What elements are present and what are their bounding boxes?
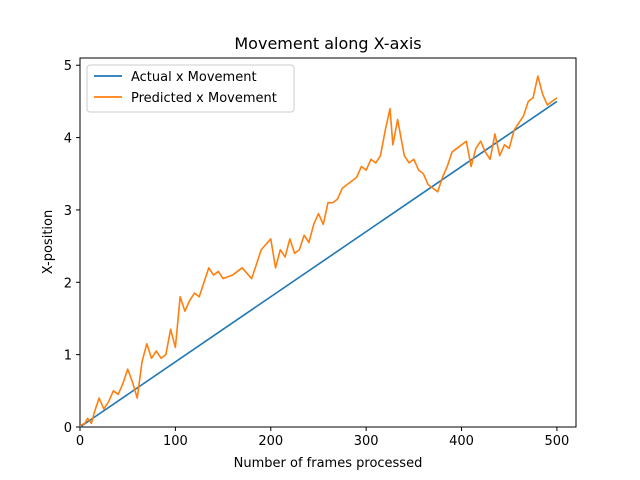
legend-label-predicted: Predicted x Movement bbox=[131, 91, 277, 106]
y-tick-label-1: 1 bbox=[64, 349, 72, 364]
chart-title: Movement along X-axis bbox=[234, 34, 421, 53]
series-line-predicted bbox=[79, 75, 558, 427]
x-tick-label-0: 0 bbox=[76, 434, 84, 449]
plot-frame bbox=[79, 57, 577, 428]
x-tick-label-5: 500 bbox=[545, 434, 570, 449]
legend-label-actual: Actual x Movement bbox=[131, 70, 257, 85]
x-tick-label-3: 300 bbox=[354, 434, 379, 449]
legend-box bbox=[86, 64, 295, 113]
y-tick-label-0: 0 bbox=[64, 421, 72, 436]
series-line-actual bbox=[79, 100, 558, 428]
y-tick-label-4: 4 bbox=[64, 132, 72, 147]
series-layer bbox=[79, 75, 558, 428]
ticks-layer: 0 100 200 300 400 500 0 1 2 3 4 5 bbox=[64, 59, 570, 449]
x-tick-label-1: 100 bbox=[163, 434, 188, 449]
x-axis-label: Number of frames processed bbox=[234, 456, 423, 471]
x-tick-label-2: 200 bbox=[258, 434, 283, 449]
y-tick-label-3: 3 bbox=[64, 204, 72, 219]
y-axis-label: X-position bbox=[41, 210, 56, 274]
y-tick-label-2: 2 bbox=[64, 276, 72, 291]
plot-area bbox=[79, 57, 577, 428]
x-tick-label-4: 400 bbox=[449, 434, 474, 449]
y-tick-label-5: 5 bbox=[64, 59, 72, 74]
legend: Actual x Movement Predicted x Movement bbox=[86, 64, 295, 113]
